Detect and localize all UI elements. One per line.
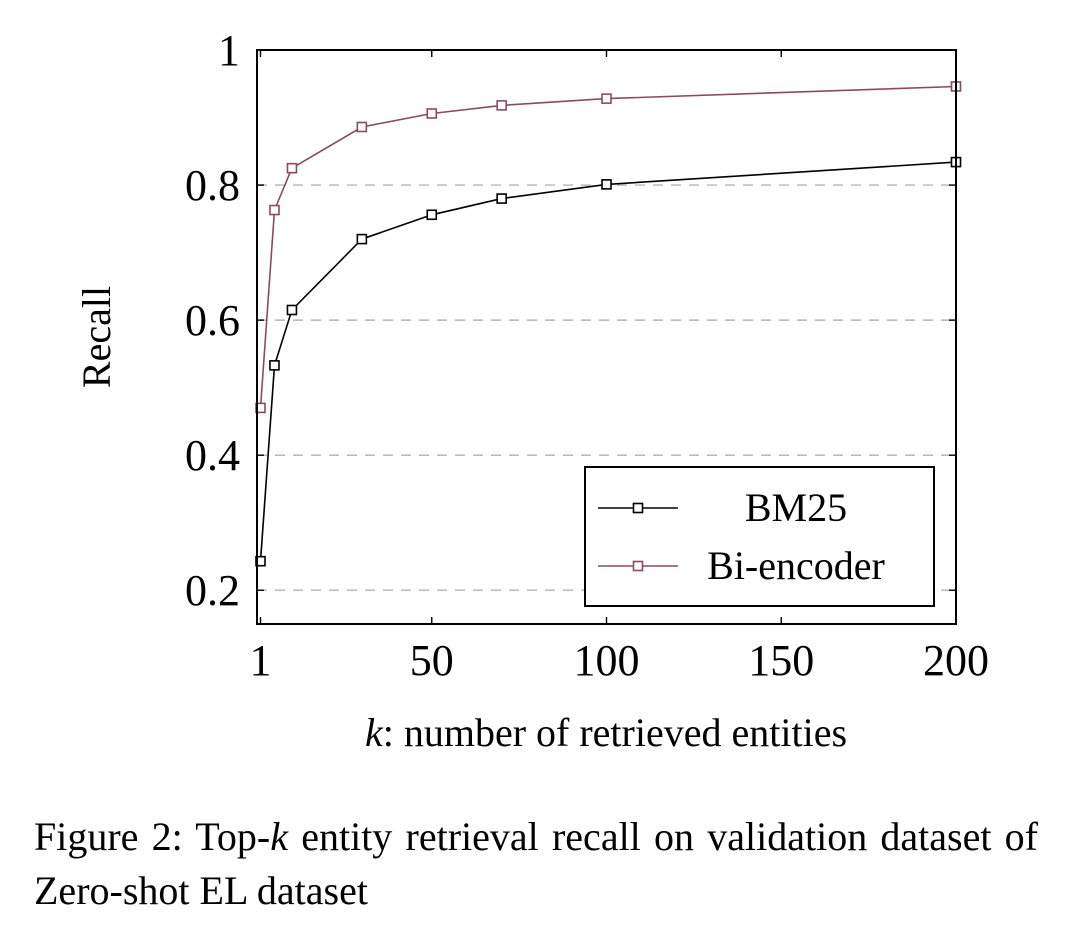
figure-caption: Figure 2: Top-k entity retrieval recall … [34,810,1038,918]
caption-variable: k [270,814,288,859]
x-axis-label-variable: k [365,710,384,755]
x-axis-label-text: : number of retrieved entities [383,710,847,755]
data-point-bm25 [269,360,280,371]
data-point-bm25 [426,209,438,221]
data-point-bi-encoder [286,162,298,174]
y-tick-label: 0.6 [185,296,240,345]
legend-label-bm25: BM25 [745,485,847,530]
data-point-bi-encoder [426,108,438,119]
legend-marker-bm25 [632,502,644,514]
x-tick-label: 1 [249,636,271,685]
data-point-bm25 [356,233,368,245]
series-line-bi-encoder [259,85,957,408]
data-point-bm25 [496,193,507,204]
data-point-bi-encoder [496,100,507,111]
caption-prefix: Figure 2: Top- [34,814,271,859]
data-point-bi-encoder [601,93,612,104]
series-line-bm25 [259,161,957,562]
y-tick-label: 0.4 [185,431,240,480]
data-point-bi-encoder [269,204,280,216]
x-tick-label: 100 [574,636,640,685]
y-tick-label: 0.8 [185,161,240,210]
y-tick-label: 1 [218,26,240,75]
legend-box [584,466,935,607]
data-point-bi-encoder [255,402,266,414]
x-tick-label: 50 [410,636,454,685]
x-tick-label: 150 [748,636,814,685]
data-point-bm25 [255,555,266,567]
y-tick-label: 0.2 [185,566,240,615]
data-point-bm25 [286,304,298,316]
y-axis-label: Recall [74,286,119,388]
x-axis-label: k: number of retrieved entities [365,710,847,755]
legend: BM25 Bi-encoder [584,466,935,607]
data-point-bi-encoder [356,121,368,133]
legend-marker-bi-encoder [632,560,644,572]
series-lines [255,81,962,567]
caption-text: entity retrieval recall on validation da… [34,814,1038,913]
axis-ticks: 0.20.40.60.811 50 100 150 200 [185,26,989,685]
x-tick-label: 200 [923,636,989,685]
data-point-bm25 [601,179,612,190]
legend-label-bi-encoder: Bi-encoder [707,543,885,588]
recall-chart: 0.20.40.60.811 50 100 150 200 Recall k: numb… [74,26,989,755]
